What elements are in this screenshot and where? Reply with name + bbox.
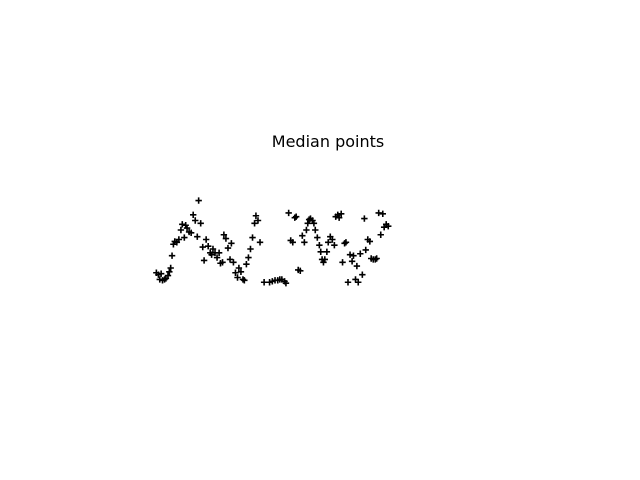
data-point <box>224 244 232 252</box>
data-point <box>348 258 356 265</box>
data-point <box>335 214 343 221</box>
chart-title: Median points <box>271 132 385 151</box>
data-point <box>325 239 332 246</box>
data-point <box>239 276 247 283</box>
data-point <box>157 270 165 277</box>
data-point <box>366 238 374 245</box>
data-point <box>241 277 248 284</box>
data-point <box>344 279 352 286</box>
data-point <box>305 216 313 223</box>
data-point <box>197 220 204 227</box>
data-point <box>234 274 241 281</box>
data-point <box>362 246 369 254</box>
data-point <box>179 221 186 228</box>
data-point <box>350 252 357 259</box>
data-point <box>252 212 260 219</box>
data-point <box>359 271 366 278</box>
data-point <box>361 215 368 222</box>
data-point <box>316 242 323 249</box>
data-point <box>251 220 258 227</box>
data-point <box>215 249 223 256</box>
data-point <box>373 255 380 262</box>
data-point <box>310 220 318 227</box>
data-point <box>220 231 228 238</box>
data-point <box>249 234 256 241</box>
data-point <box>297 267 304 275</box>
data-point <box>235 264 243 272</box>
data-point <box>303 226 310 234</box>
data-point <box>202 236 210 243</box>
data-point <box>260 279 268 286</box>
data-point <box>213 254 221 261</box>
data-point <box>353 262 361 270</box>
data-point <box>304 220 311 227</box>
data-point <box>243 261 250 268</box>
data-point <box>247 245 254 253</box>
data-point <box>377 231 384 238</box>
data-point <box>222 235 230 242</box>
data-point <box>187 229 195 237</box>
data-point <box>175 236 183 243</box>
data-point <box>346 251 354 258</box>
data-point <box>226 256 234 263</box>
data-point <box>339 259 346 266</box>
data-point <box>312 226 319 234</box>
data-point <box>329 236 336 243</box>
data-point <box>291 214 299 221</box>
data-point <box>228 240 235 247</box>
data-point <box>256 239 264 246</box>
data-point <box>237 268 245 275</box>
data-point <box>177 226 185 234</box>
data-point <box>189 211 197 218</box>
data-point <box>195 197 202 204</box>
data-point <box>289 239 296 246</box>
data-point <box>301 239 308 246</box>
data-point <box>331 242 338 249</box>
data-point <box>204 242 212 250</box>
data-point <box>181 234 188 241</box>
data-point <box>254 217 262 224</box>
data-point <box>285 209 292 217</box>
data-point <box>323 248 331 256</box>
data-point <box>357 250 364 257</box>
data-point <box>375 209 382 217</box>
data-point <box>166 268 173 275</box>
data-point <box>337 210 345 218</box>
data-point <box>209 245 217 253</box>
data-point <box>314 234 321 241</box>
data-point <box>200 257 208 264</box>
data-point <box>230 259 237 266</box>
data-point <box>317 248 324 256</box>
data-point <box>245 254 252 261</box>
marker-layer <box>153 197 392 287</box>
data-point <box>232 269 239 276</box>
data-point <box>292 213 300 220</box>
data-point <box>342 239 350 246</box>
data-point <box>168 252 176 259</box>
data-point <box>208 251 215 258</box>
data-point <box>167 264 174 272</box>
data-point <box>341 240 348 247</box>
data-point <box>219 259 226 266</box>
data-point <box>299 232 306 239</box>
data-point <box>194 233 201 240</box>
data-point <box>385 223 392 230</box>
data-point <box>282 280 290 287</box>
data-point <box>164 272 172 279</box>
data-point <box>355 279 362 286</box>
data-point <box>192 217 199 224</box>
data-point <box>379 210 386 218</box>
data-point <box>183 224 191 232</box>
data-point <box>321 256 329 263</box>
data-point <box>199 243 206 251</box>
